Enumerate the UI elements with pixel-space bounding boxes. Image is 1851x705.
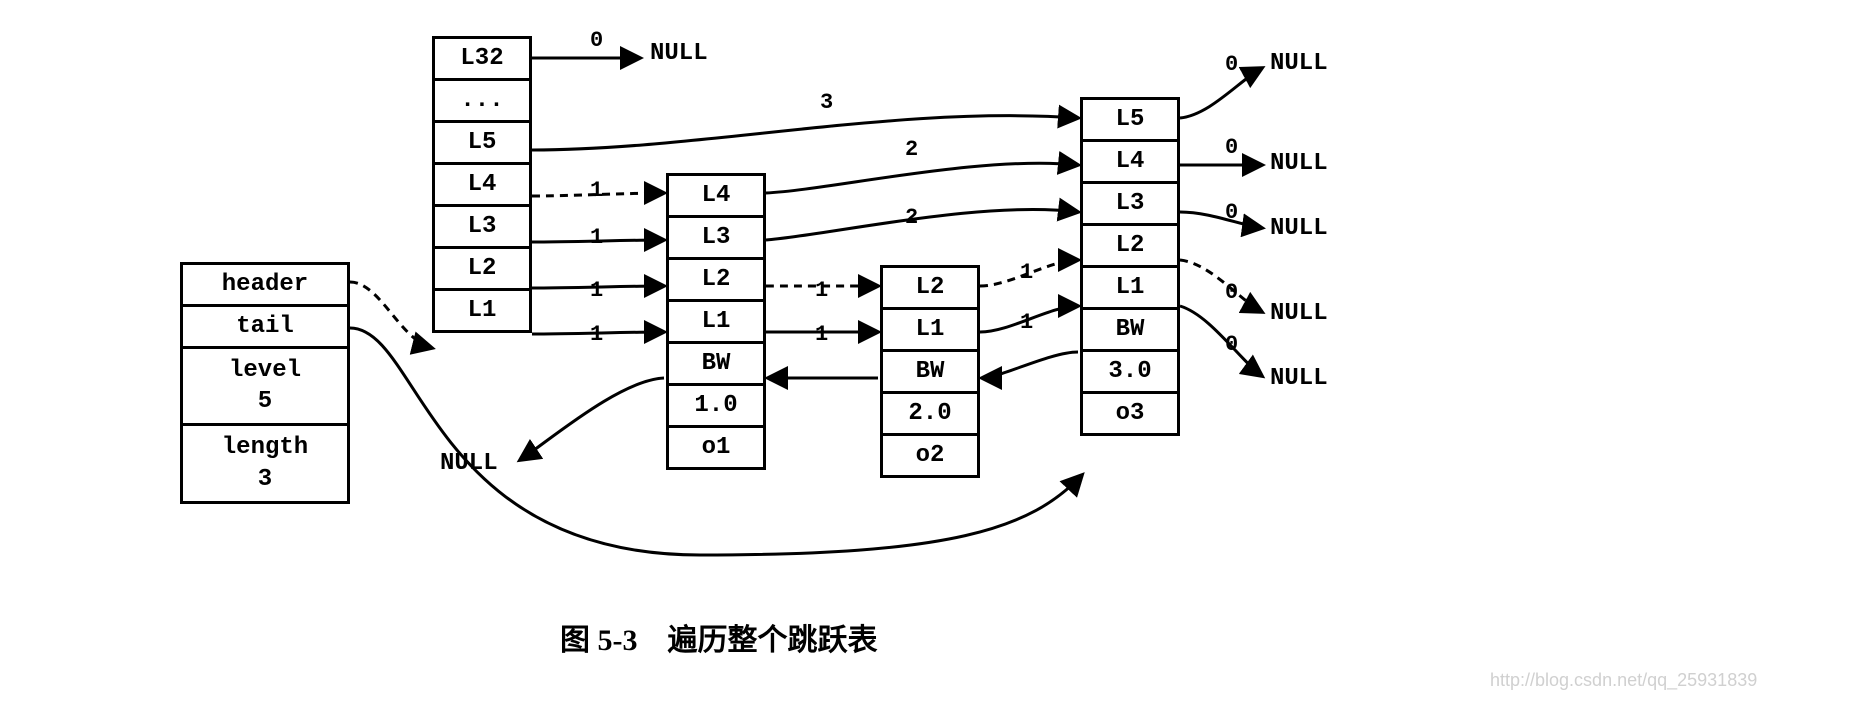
header-node: L32 ... L5 L4 L3 L2 L1 xyxy=(432,36,532,333)
header-l5: L5 xyxy=(435,123,529,165)
edge-label-9: 1 xyxy=(815,322,828,347)
null-label-6: NULL xyxy=(440,450,498,477)
null-label-4: NULL xyxy=(1270,300,1328,327)
edge-label-1: 3 xyxy=(820,90,833,115)
struct-level-label: level xyxy=(229,357,301,384)
edge-label-4: 1 xyxy=(590,225,603,250)
edge-label-16: 0 xyxy=(1225,332,1238,357)
node1-l4: L4 xyxy=(669,176,763,218)
edge-label-6: 1 xyxy=(590,278,603,303)
struct-tail-cell: tail xyxy=(183,307,347,349)
node1-l1: L1 xyxy=(669,302,763,344)
edge-label-15: 0 xyxy=(1225,280,1238,305)
node2: L2 L1 BW 2.0 o2 xyxy=(880,265,980,478)
header-l1: L1 xyxy=(435,291,529,330)
edge-label-8: 1 xyxy=(815,278,828,303)
struct-level-cell: level 5 xyxy=(183,349,347,426)
edge-label-7: 1 xyxy=(590,322,603,347)
node1-obj: o1 xyxy=(669,428,763,467)
edge-label-3: 1 xyxy=(590,178,603,203)
figure-caption: 图 5-3 遍历整个跳跃表 xyxy=(560,615,878,659)
edge-label-12: 0 xyxy=(1225,52,1238,77)
node1-l3: L3 xyxy=(669,218,763,260)
null-label-3: NULL xyxy=(1270,215,1328,242)
struct-header-cell: header xyxy=(183,265,347,307)
edge-label-2: 2 xyxy=(905,137,918,162)
node3-l2: L2 xyxy=(1083,226,1177,268)
edge-label-11: 1 xyxy=(1020,310,1033,335)
node3-obj: o3 xyxy=(1083,394,1177,433)
node1-score: 1.0 xyxy=(669,386,763,428)
struct-length-label: length xyxy=(222,434,308,461)
node3: L5 L4 L3 L2 L1 BW 3.0 o3 xyxy=(1080,97,1180,436)
struct-level-value: 5 xyxy=(258,388,272,415)
header-l2: L2 xyxy=(435,249,529,291)
null-label-0: NULL xyxy=(650,40,708,67)
node3-l5: L5 xyxy=(1083,100,1177,142)
null-label-2: NULL xyxy=(1270,150,1328,177)
node3-l3: L3 xyxy=(1083,184,1177,226)
struct-length-value: 3 xyxy=(258,466,272,493)
header-l3: L3 xyxy=(435,207,529,249)
null-label-5: NULL xyxy=(1270,365,1328,392)
struct-node: header tail level 5 length 3 xyxy=(180,262,350,504)
edge-label-10: 1 xyxy=(1020,260,1033,285)
node1-bw: BW xyxy=(669,344,763,386)
node3-bw: BW xyxy=(1083,310,1177,352)
node3-l1: L1 xyxy=(1083,268,1177,310)
header-dots: ... xyxy=(435,81,529,123)
watermark: http://blog.csdn.net/qq_25931839 xyxy=(1490,670,1757,691)
node3-l4: L4 xyxy=(1083,142,1177,184)
header-l4: L4 xyxy=(435,165,529,207)
node2-l1: L1 xyxy=(883,310,977,352)
node2-l2: L2 xyxy=(883,268,977,310)
node2-obj: o2 xyxy=(883,436,977,475)
header-l32: L32 xyxy=(435,39,529,81)
edge-label-0: 0 xyxy=(590,28,603,53)
edge-label-5: 2 xyxy=(905,205,918,230)
node1-l2: L2 xyxy=(669,260,763,302)
node3-score: 3.0 xyxy=(1083,352,1177,394)
null-label-1: NULL xyxy=(1270,50,1328,77)
edge-label-13: 0 xyxy=(1225,135,1238,160)
skiplist-diagram: header tail level 5 length 3 L32 ... L5 … xyxy=(0,0,1851,705)
node2-score: 2.0 xyxy=(883,394,977,436)
node2-bw: BW xyxy=(883,352,977,394)
edge-label-14: 0 xyxy=(1225,200,1238,225)
node1: L4 L3 L2 L1 BW 1.0 o1 xyxy=(666,173,766,470)
struct-length-cell: length 3 xyxy=(183,426,347,500)
